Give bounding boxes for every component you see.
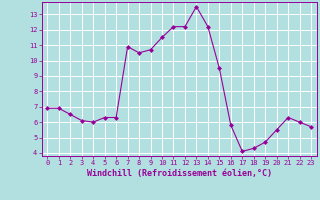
X-axis label: Windchill (Refroidissement éolien,°C): Windchill (Refroidissement éolien,°C) bbox=[87, 169, 272, 178]
